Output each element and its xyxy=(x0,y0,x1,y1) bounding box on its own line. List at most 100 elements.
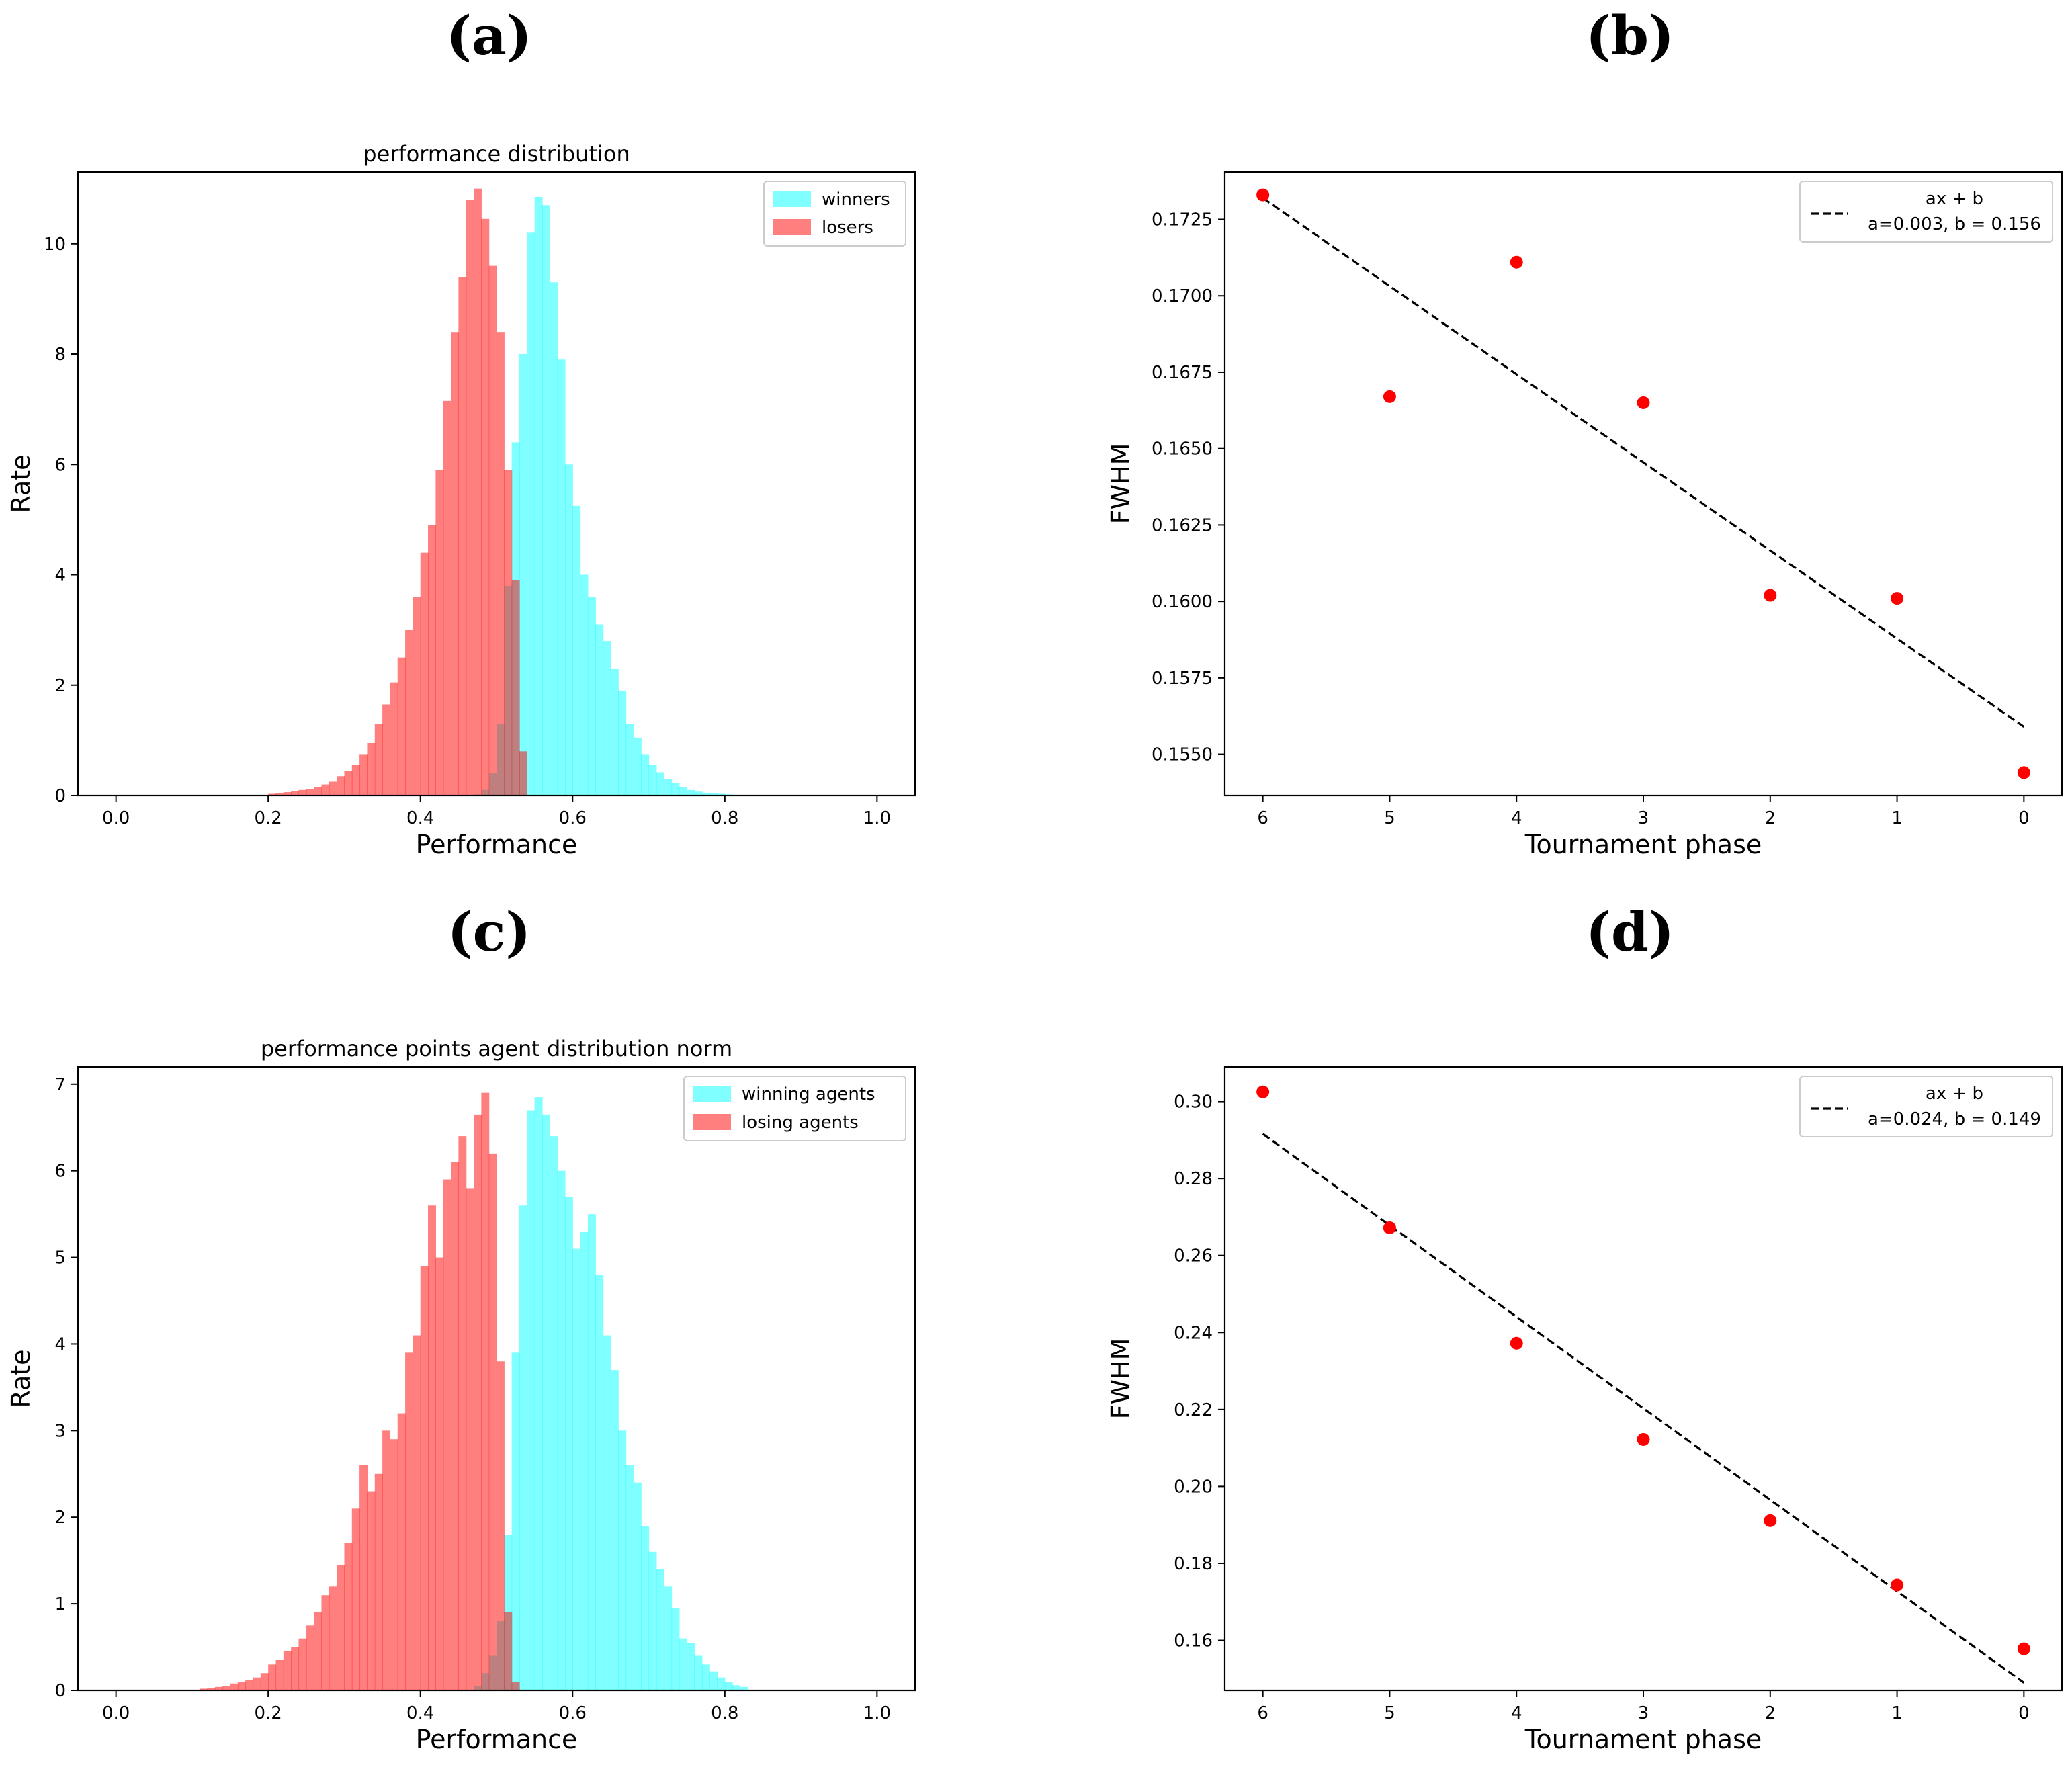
histogram-bar xyxy=(397,1413,406,1690)
histogram-bar xyxy=(587,597,596,795)
y-tick-label: 0.18 xyxy=(1174,1554,1213,1574)
data-point xyxy=(1510,255,1523,269)
histogram-bar xyxy=(648,1551,657,1690)
histogram-bar xyxy=(564,1197,573,1690)
histogram-bar xyxy=(268,1664,277,1690)
histogram-bar xyxy=(321,784,330,795)
x-tick-label: 6 xyxy=(1257,808,1268,828)
histogram-bar xyxy=(595,1275,604,1690)
data-point xyxy=(1383,390,1396,403)
y-tick-label: 4 xyxy=(54,1334,66,1354)
histogram-bar xyxy=(519,751,527,795)
y-tick-label: 0 xyxy=(54,786,66,806)
x-tick-label: 0.6 xyxy=(559,1703,587,1723)
histogram-bar xyxy=(534,1097,543,1690)
histogram-bar xyxy=(260,1673,269,1690)
histogram-bar xyxy=(268,793,277,795)
histogram-bar xyxy=(511,580,520,795)
histogram-bar xyxy=(724,1682,733,1690)
histogram-bar xyxy=(351,1508,360,1690)
histogram-bar xyxy=(207,1688,216,1690)
histogram-bar xyxy=(458,1136,467,1690)
axes-frame xyxy=(1223,1066,2063,1692)
legend-box xyxy=(683,1076,906,1141)
histogram-bar xyxy=(405,630,413,795)
y-tick-label: 6 xyxy=(54,455,66,475)
y-tick-label: 7 xyxy=(54,1075,66,1095)
legend-params: a=0.024, b = 0.149 xyxy=(1868,1109,2041,1129)
histogram-bar xyxy=(709,793,718,795)
x-tick-label: 0.0 xyxy=(102,808,130,828)
x-tick-label: 2 xyxy=(1765,808,1776,828)
x-tick-label: 1 xyxy=(1891,808,1903,828)
x-tick-label: 0.4 xyxy=(406,1703,434,1723)
histogram-bar xyxy=(329,1586,337,1690)
axes-frame xyxy=(1223,171,2063,797)
histogram-bar xyxy=(291,791,300,795)
y-tick-label: 0.1700 xyxy=(1152,286,1213,306)
y-tick-label: 0.1575 xyxy=(1152,669,1213,689)
histogram-bar xyxy=(618,690,627,795)
data-point xyxy=(1764,589,1777,602)
x-axis-label: Tournament phase xyxy=(1524,1725,1762,1754)
histogram-bar xyxy=(314,787,322,795)
histogram-bar xyxy=(413,597,421,795)
histogram-bar xyxy=(732,1685,741,1690)
histogram-bar xyxy=(603,641,611,795)
histogram-bar xyxy=(641,1526,650,1690)
legend-label: winners xyxy=(822,189,890,210)
histogram-bar xyxy=(504,470,513,795)
y-tick-label: 0.26 xyxy=(1174,1246,1213,1266)
legend-swatch xyxy=(773,191,811,207)
scatter-points xyxy=(1256,188,2030,779)
x-tick-label: 4 xyxy=(1511,808,1522,828)
histogram-bar xyxy=(610,669,619,795)
y-tick-label: 0.1550 xyxy=(1152,745,1213,765)
histogram-bar xyxy=(481,1092,490,1690)
legend: winning agents losing agents xyxy=(683,1076,906,1141)
histogram-bar xyxy=(603,1335,611,1690)
legend-label: losing agents xyxy=(742,1113,859,1133)
axes-frame xyxy=(77,171,916,797)
histogram-bar xyxy=(504,1612,513,1690)
histogram-bar xyxy=(466,200,474,795)
histogram-bar xyxy=(458,277,467,795)
chart-title: performance distribution xyxy=(363,141,630,167)
data-point xyxy=(1383,1221,1396,1234)
y-tick-label: 2 xyxy=(54,1508,66,1528)
x-tick-label: 2 xyxy=(1765,1703,1776,1723)
x-tick-label: 0.0 xyxy=(102,1703,130,1723)
histogram-bar xyxy=(443,1179,451,1690)
histogram-bar xyxy=(314,1612,322,1690)
data-point xyxy=(1637,1433,1650,1447)
y-tick-label: 8 xyxy=(54,345,66,365)
y-tick-label: 3 xyxy=(54,1421,66,1441)
histogram-bar xyxy=(542,1114,550,1690)
y-axis-label: FWHM xyxy=(1106,1338,1135,1420)
y-tick-label: 10 xyxy=(44,234,66,255)
histogram-bar xyxy=(382,1430,391,1690)
histogram-bar xyxy=(625,724,634,795)
histogram-bar xyxy=(519,1205,527,1690)
histogram-bar xyxy=(679,1638,687,1690)
data-point xyxy=(1891,1578,1904,1592)
fit-line xyxy=(1262,1133,2025,1684)
histogram-bar xyxy=(428,1205,436,1690)
histogram-bar xyxy=(382,704,391,795)
histogram-bar xyxy=(420,552,429,795)
x-tick-label: 5 xyxy=(1384,808,1395,828)
histogram-bar xyxy=(633,1482,642,1690)
data-point xyxy=(2017,766,2030,779)
y-tick-label: 0.1675 xyxy=(1152,363,1213,383)
y-tick-label: 5 xyxy=(54,1248,66,1268)
data-point xyxy=(1891,592,1904,605)
x-tick-label: 3 xyxy=(1638,808,1649,828)
histogram-bar xyxy=(283,792,292,795)
histogram-bar xyxy=(633,737,642,795)
panel-label-a: (a) xyxy=(446,4,532,67)
histogram-bar xyxy=(222,1686,231,1690)
histogram-bar xyxy=(275,793,284,795)
histogram-bar xyxy=(701,1664,710,1690)
histogram-bar xyxy=(474,1114,482,1690)
y-tick-label: 0.16 xyxy=(1174,1631,1213,1651)
